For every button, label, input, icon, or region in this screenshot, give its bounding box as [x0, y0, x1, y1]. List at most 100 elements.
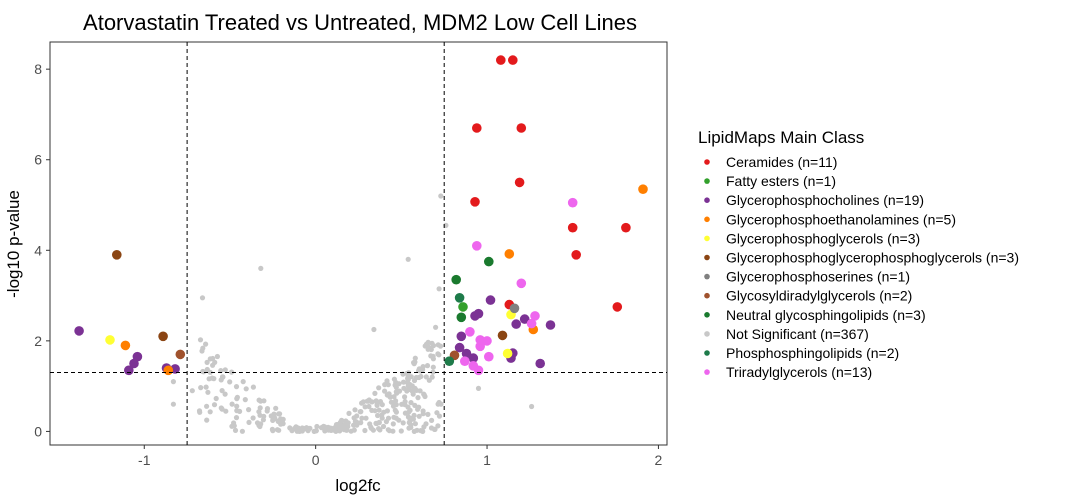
- ns-point: [374, 420, 380, 427]
- legend-label: Glycerophosphoserines (n=1): [726, 269, 910, 285]
- ns-point: [390, 421, 396, 427]
- data-point: [508, 55, 518, 65]
- data-point: [638, 184, 648, 194]
- ns-point: [354, 413, 360, 419]
- data-point: [105, 335, 115, 345]
- data-point: [451, 274, 462, 285]
- ns-point: [385, 382, 391, 388]
- ns-point: [229, 401, 235, 407]
- ns-point: [219, 388, 225, 394]
- ns-point: [313, 428, 319, 434]
- ns-point: [199, 348, 205, 354]
- ns-point: [348, 428, 354, 434]
- y-tick-label: 8: [34, 61, 42, 77]
- ns-point: [339, 418, 345, 424]
- ns-point: [376, 385, 382, 391]
- data-point: [163, 365, 174, 376]
- ns-point: [260, 417, 266, 423]
- legend-swatch: [704, 197, 710, 203]
- y-tick-label: 2: [34, 333, 42, 349]
- ns-point: [261, 398, 267, 404]
- legend-swatch: [704, 350, 710, 356]
- ns-point: [270, 428, 276, 434]
- ns-point: [304, 426, 310, 432]
- ns-point: [422, 393, 428, 400]
- ns-point: [358, 420, 364, 426]
- ns-point: [421, 424, 427, 430]
- data-point: [175, 349, 186, 360]
- data-point: [472, 123, 482, 133]
- ns-point: [436, 286, 442, 292]
- ns-point: [416, 368, 422, 374]
- ns-point: [189, 388, 195, 394]
- ns-point: [234, 408, 240, 414]
- ns-point: [362, 404, 368, 410]
- legend-label: Ceramides (n=11): [726, 154, 837, 170]
- ns-point: [412, 385, 418, 391]
- ns-point: [243, 386, 249, 392]
- ns-point: [368, 424, 374, 430]
- ns-point: [438, 401, 444, 407]
- data-point: [460, 356, 470, 367]
- legend-swatch: [704, 235, 710, 242]
- legend-swatch: [704, 292, 710, 299]
- x-axis-title: log2fc: [335, 476, 381, 495]
- ns-point: [390, 403, 397, 409]
- legend-label: Not Significant (n=367): [726, 326, 869, 342]
- ns-point: [411, 412, 417, 418]
- ns-point: [429, 374, 435, 380]
- ns-point: [272, 416, 278, 422]
- ns-point: [234, 394, 240, 400]
- x-tick-label: 2: [655, 452, 663, 468]
- ns-point: [435, 423, 441, 429]
- ns-point: [384, 408, 390, 414]
- ns-point: [203, 341, 209, 347]
- ns-point: [258, 265, 264, 271]
- ns-point: [210, 362, 216, 368]
- legend-swatch: [704, 273, 710, 280]
- data-point: [526, 318, 537, 329]
- ns-point: [197, 409, 203, 415]
- legend-swatch: [704, 159, 710, 165]
- data-point: [129, 358, 139, 369]
- ns-point: [358, 409, 364, 415]
- ns-point: [424, 363, 431, 369]
- ns-point: [359, 415, 365, 421]
- ns-point: [222, 391, 228, 397]
- ns-point: [204, 403, 210, 409]
- legend-label: Phosphosphingolipids (n=2): [726, 345, 899, 361]
- data-point: [612, 302, 623, 312]
- y-tick-label: 0: [34, 423, 42, 439]
- ns-point: [402, 394, 408, 400]
- ns-point: [332, 427, 339, 433]
- data-point: [567, 197, 578, 208]
- ns-point: [402, 410, 408, 416]
- ns-point: [362, 427, 368, 434]
- ns-point: [398, 428, 404, 434]
- data-point: [511, 319, 521, 329]
- data-point: [567, 222, 578, 233]
- data-point: [454, 342, 465, 353]
- ns-point: [416, 374, 422, 381]
- ns-point: [425, 411, 431, 417]
- not-significant-points: [170, 193, 535, 434]
- ns-point: [170, 379, 176, 385]
- legend-label: Glycosyldiradylglycerols (n=2): [726, 288, 912, 304]
- ns-point: [420, 364, 426, 370]
- ns-point: [436, 352, 442, 358]
- data-point: [473, 365, 484, 376]
- ns-point: [210, 355, 216, 362]
- data-point: [485, 295, 496, 305]
- ns-point: [233, 384, 240, 390]
- data-point: [456, 312, 467, 323]
- ns-point: [372, 390, 378, 396]
- ns-point: [277, 411, 283, 417]
- ns-point: [346, 410, 352, 416]
- ns-point: [276, 427, 282, 433]
- ns-point: [391, 394, 397, 400]
- ns-point: [314, 423, 320, 430]
- ns-point: [387, 393, 393, 399]
- ns-point: [239, 428, 245, 434]
- ns-point: [408, 422, 414, 428]
